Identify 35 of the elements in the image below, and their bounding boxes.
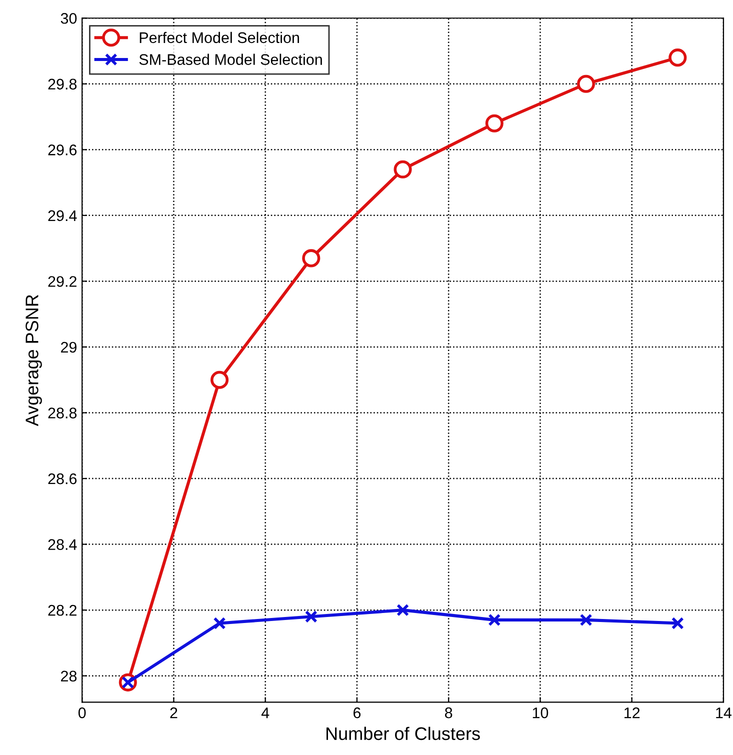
legend-label: Perfect Model Selection bbox=[140, 32, 299, 44]
y-tick-label: 29.6 bbox=[48, 144, 77, 156]
y-tick-label: 28.8 bbox=[48, 408, 77, 418]
y-tick-label: 29.4 bbox=[48, 210, 77, 222]
y-tick-label: 28.6 bbox=[48, 473, 77, 484]
x-tick-label: 4 bbox=[261, 708, 270, 718]
y-tick-label: 30 bbox=[60, 12, 77, 24]
y-tick-label: 28.4 bbox=[48, 539, 77, 550]
point bbox=[580, 614, 592, 626]
x-tick-label: 8 bbox=[445, 707, 452, 718]
x-axis-title: Number of Clusters bbox=[326, 726, 480, 740]
point bbox=[668, 48, 687, 67]
legend-label: SM-Based Model Selection bbox=[139, 54, 322, 65]
y-tick-label: 28 bbox=[61, 670, 77, 682]
x-tick-label: 2 bbox=[170, 707, 178, 718]
x-tick-label: 6 bbox=[354, 707, 361, 718]
x-tick-label: 0 bbox=[78, 707, 86, 718]
point bbox=[485, 114, 504, 132]
point bbox=[213, 616, 226, 630]
y-tick-label: 29.2 bbox=[48, 276, 76, 287]
y-tick-label: 28.2 bbox=[48, 604, 76, 616]
x-tick-label: 12 bbox=[624, 707, 640, 718]
x-tick-label: 14 bbox=[716, 708, 732, 718]
point bbox=[304, 610, 318, 623]
point bbox=[396, 604, 410, 616]
y-tick-label: 29.8 bbox=[48, 78, 77, 90]
point bbox=[671, 616, 684, 630]
point bbox=[394, 160, 412, 178]
y-axis-title: Avgerage PSNR bbox=[26, 294, 42, 426]
point bbox=[302, 249, 320, 268]
y-tick-label: 29 bbox=[61, 342, 77, 353]
point bbox=[210, 370, 229, 389]
point bbox=[577, 74, 596, 93]
x-tick-label: 10 bbox=[532, 707, 548, 718]
point bbox=[488, 614, 501, 626]
